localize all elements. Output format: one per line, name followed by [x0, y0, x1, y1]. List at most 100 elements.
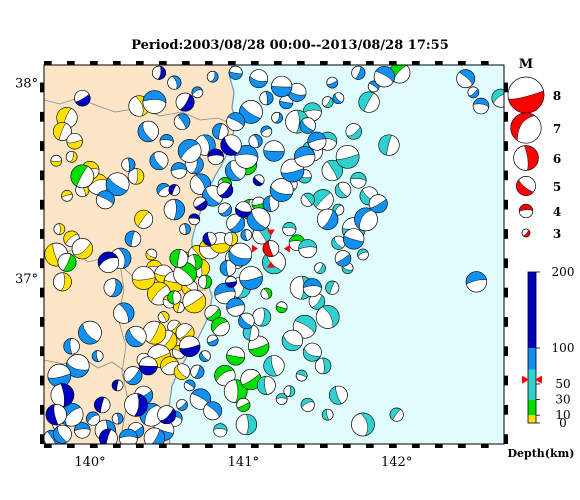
quake-marker: [225, 276, 237, 288]
quake-marker: [287, 82, 307, 102]
quake-marker: [271, 75, 293, 98]
quake-marker: [283, 385, 296, 398]
quake-marker: [182, 289, 207, 314]
magnitude-legend-ball: [510, 112, 542, 144]
quake-marker: [325, 280, 340, 295]
depth-tick-label: 100: [552, 341, 575, 355]
magnitude-legend-label: 3: [553, 227, 561, 241]
quake-marker: [168, 184, 181, 196]
quake-marker: [183, 379, 196, 392]
quake-marker: [312, 189, 334, 211]
quake-marker: [169, 248, 189, 268]
quake-marker: [248, 335, 270, 357]
quake-marker: [465, 271, 488, 293]
quake-marker: [121, 157, 136, 172]
longitude-tick-label: 142°: [381, 455, 412, 470]
quake-marker: [142, 90, 167, 114]
quake-marker: [248, 134, 263, 149]
magnitude-legend-label: 6: [553, 152, 561, 166]
quake-marker: [111, 379, 124, 392]
quake-marker: [220, 134, 242, 156]
quake-marker: [131, 266, 156, 290]
quake-marker: [314, 262, 326, 275]
quake-marker: [216, 181, 234, 199]
quake-marker: [179, 335, 201, 357]
quake-marker: [86, 411, 101, 426]
quake-marker: [203, 401, 223, 421]
quake-marker: [78, 320, 102, 345]
quake-marker: [271, 111, 283, 124]
quake-marker: [74, 422, 91, 439]
quake-marker: [52, 121, 72, 141]
depth-tick-label: 30: [555, 393, 570, 407]
quake-marker: [118, 428, 138, 444]
quake-marker: [302, 278, 322, 298]
quake-marker: [149, 151, 169, 171]
quake-marker: [217, 202, 232, 217]
depth-tick-label: 200: [552, 265, 575, 279]
quake-marker: [189, 388, 212, 410]
quake-marker: [246, 207, 271, 232]
quake-marker: [472, 97, 490, 115]
magnitude-legend-ball: [507, 76, 545, 114]
quake-marker: [351, 65, 366, 80]
quake-marker: [142, 320, 167, 345]
magnitude-legend-label: 7: [553, 122, 561, 136]
quake-marker: [235, 413, 258, 436]
quake-marker: [228, 242, 253, 267]
quake-marker: [113, 302, 135, 324]
quake-marker: [345, 123, 362, 140]
quake-marker: [124, 230, 142, 248]
quake-marker: [358, 91, 380, 113]
quake-marker: [177, 139, 202, 163]
quake-marker: [175, 92, 195, 112]
quake-marker: [332, 92, 345, 105]
quake-marker: [156, 182, 171, 198]
quake-marker: [45, 404, 67, 426]
depth-tick-label: 0: [559, 416, 567, 430]
magnitude-legend-ball: [516, 176, 536, 196]
quake-marker: [302, 342, 322, 362]
earthquake-markers: [44, 65, 504, 444]
quake-marker: [249, 69, 269, 89]
magnitude-legend-label: 5: [553, 180, 561, 194]
depth-tick-label: 10: [555, 408, 570, 422]
quake-marker: [199, 350, 211, 362]
longitude-tick-label: 140°: [74, 455, 105, 470]
quake-marker: [226, 112, 246, 132]
quake-marker: [179, 223, 191, 235]
map-plot-area: 140° 141° 142° 38° 37°: [15, 61, 508, 470]
quake-marker: [65, 354, 90, 378]
quake-marker: [300, 397, 315, 412]
depth-band: [528, 348, 536, 370]
quake-marker: [125, 325, 147, 348]
quake-marker: [173, 262, 197, 286]
mainshock-layer: [251, 229, 290, 268]
quake-marker: [321, 408, 334, 421]
quake-marker: [173, 363, 191, 380]
quake-marker: [103, 278, 123, 298]
quake-marker: [239, 100, 263, 124]
quake-marker: [74, 89, 91, 107]
map-frame: [40, 61, 508, 448]
quake-marker: [228, 65, 243, 80]
quake-marker: [236, 397, 251, 412]
quake-marker: [467, 86, 480, 99]
quake-marker: [456, 69, 476, 89]
quake-marker: [63, 338, 80, 355]
quake-marker: [317, 208, 339, 230]
quake-marker: [61, 190, 73, 202]
quake-marker: [295, 369, 308, 382]
quake-marker: [52, 272, 72, 292]
quake-marker: [275, 393, 288, 405]
quake-marker: [315, 305, 340, 329]
quake-marker: [334, 181, 352, 199]
quake-marker: [53, 223, 66, 235]
quake-marker: [176, 399, 188, 411]
quake-marker: [351, 412, 375, 437]
depth-band: [528, 272, 536, 348]
quake-marker: [238, 312, 255, 330]
depth-band: [528, 399, 536, 416]
quake-marker: [260, 287, 273, 300]
